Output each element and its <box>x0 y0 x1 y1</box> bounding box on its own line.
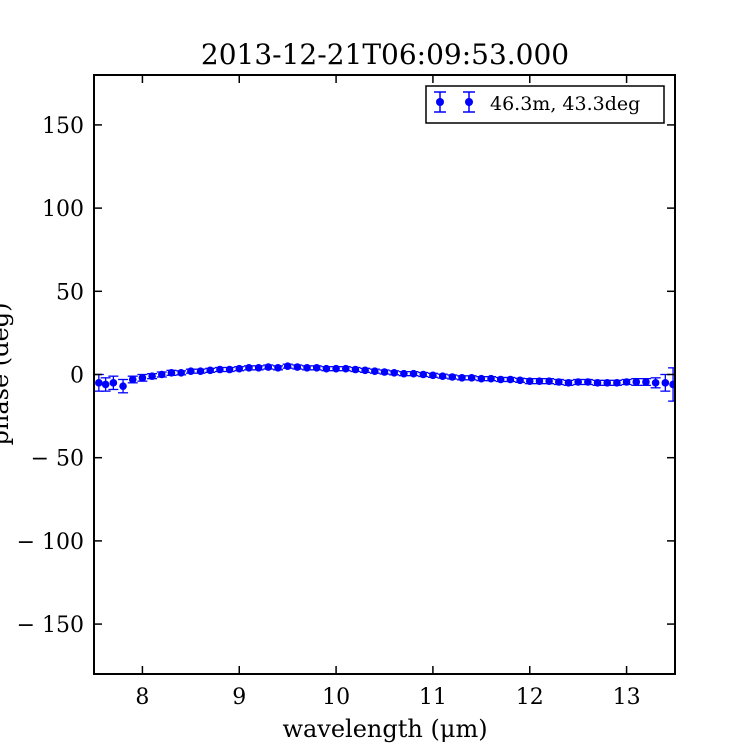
y-tick-label: 50 <box>56 280 84 305</box>
data-point <box>206 366 214 375</box>
data-point <box>245 364 253 372</box>
data-point <box>661 379 670 387</box>
data-point <box>148 372 156 380</box>
data-point <box>283 362 292 370</box>
data-point <box>632 378 641 386</box>
x-tick-label: 13 <box>613 685 641 710</box>
data-point <box>564 379 573 387</box>
y-tick-label: − 150 <box>17 613 84 638</box>
data-point <box>177 369 185 377</box>
data-point <box>593 379 602 387</box>
data-point <box>187 367 195 375</box>
data-point <box>584 378 592 386</box>
data-point <box>545 377 553 385</box>
data-point <box>322 364 331 373</box>
data-point <box>409 369 418 378</box>
data-point <box>429 371 437 380</box>
x-tick-label: 11 <box>419 685 447 710</box>
data-point <box>574 378 582 386</box>
data-point <box>312 364 321 372</box>
data-point <box>458 374 466 382</box>
data-point <box>516 376 524 385</box>
data-point <box>669 380 675 389</box>
data-point <box>341 364 350 373</box>
legend-marker <box>434 91 475 113</box>
y-tick-label: − 100 <box>17 530 84 555</box>
data-point <box>264 363 273 371</box>
data-point <box>119 382 127 390</box>
data-point <box>380 368 389 376</box>
data-point <box>613 379 621 387</box>
x-tick-label: 9 <box>232 685 246 710</box>
chart-title: 2013-12-21T06:09:53.000 <box>201 38 569 71</box>
data-point <box>274 364 282 372</box>
data-point <box>371 367 379 375</box>
y-axis: 150 100 50 0 − 50 − 100 − 150 <box>17 114 675 638</box>
data-point <box>477 374 486 383</box>
data-point <box>642 378 650 386</box>
x-axis-label: wavelength (μm) <box>282 715 487 743</box>
y-tick-label: − 50 <box>31 447 84 472</box>
legend-entry-label: 46.3m, 43.3deg <box>490 93 640 115</box>
data-point <box>332 364 340 373</box>
x-tick-label: 12 <box>516 685 544 710</box>
data-point <box>101 380 110 389</box>
data-point <box>622 378 631 386</box>
data-point <box>216 365 224 374</box>
x-tick-label: 8 <box>135 685 149 710</box>
data-point <box>438 372 447 380</box>
data-point <box>525 377 534 385</box>
x-tick-label: 10 <box>322 685 350 710</box>
data-point <box>196 367 205 375</box>
y-tick-label: 0 <box>70 364 84 389</box>
data-point <box>496 375 505 384</box>
data-point <box>390 369 398 377</box>
data-point <box>419 370 428 379</box>
data-layer <box>94 362 675 402</box>
data-point <box>487 374 495 383</box>
data-point <box>128 375 137 384</box>
data-point <box>535 377 544 385</box>
data-point <box>303 364 311 372</box>
data-point <box>448 373 457 381</box>
data-point <box>467 374 476 382</box>
y-tick-label: 100 <box>42 197 84 222</box>
data-point <box>506 375 515 384</box>
data-point <box>109 379 118 387</box>
x-axis: 8 9 10 11 12 13 <box>135 75 641 710</box>
data-point <box>235 364 244 373</box>
data-point <box>555 378 563 386</box>
data-point <box>225 365 234 374</box>
data-point <box>361 366 369 375</box>
data-point <box>603 379 612 387</box>
data-point <box>351 365 360 374</box>
data-point <box>95 379 103 387</box>
data-point <box>138 374 147 382</box>
y-axis-label: phase (deg) <box>0 303 14 446</box>
data-point <box>651 379 660 387</box>
y-tick-label: 150 <box>42 114 84 139</box>
legend: 46.3m, 43.3deg <box>425 85 665 124</box>
data-point <box>157 370 166 379</box>
data-point <box>293 363 302 371</box>
data-point <box>167 369 176 377</box>
data-point <box>254 364 263 372</box>
data-point <box>400 369 408 378</box>
